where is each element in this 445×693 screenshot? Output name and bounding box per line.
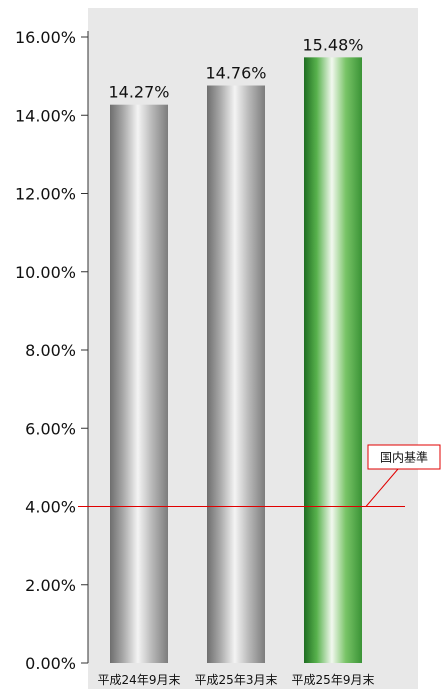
x-category-label: 平成25年9月末 [292, 673, 375, 687]
reference-label-box [367, 444, 441, 470]
bar [110, 104, 168, 663]
y-tick-label: 16.00% [15, 28, 76, 47]
bar [304, 57, 362, 664]
reference-line-group: 国内基準 [78, 444, 441, 507]
data-label: 14.27% [108, 83, 169, 102]
y-tick-label: 4.00% [25, 498, 76, 517]
reference-leader [365, 468, 399, 507]
y-tick-label: 14.00% [15, 106, 76, 125]
y-tick-label: 8.00% [25, 341, 76, 360]
x-category-label: 平成25年3月末 [195, 673, 278, 687]
y-tick-label: 12.00% [15, 185, 76, 204]
x-category-label: 平成24年9月末 [98, 673, 181, 687]
data-label: 15.48% [302, 35, 363, 54]
data-label: 14.76% [205, 64, 266, 83]
y-tick-label: 6.00% [25, 419, 76, 438]
reference-label: 国内基準 [380, 450, 428, 465]
y-tick-label: 2.00% [25, 576, 76, 595]
y-tick-label: 0.00% [25, 654, 76, 673]
y-tick-label: 10.00% [15, 263, 76, 282]
bar [207, 85, 265, 663]
